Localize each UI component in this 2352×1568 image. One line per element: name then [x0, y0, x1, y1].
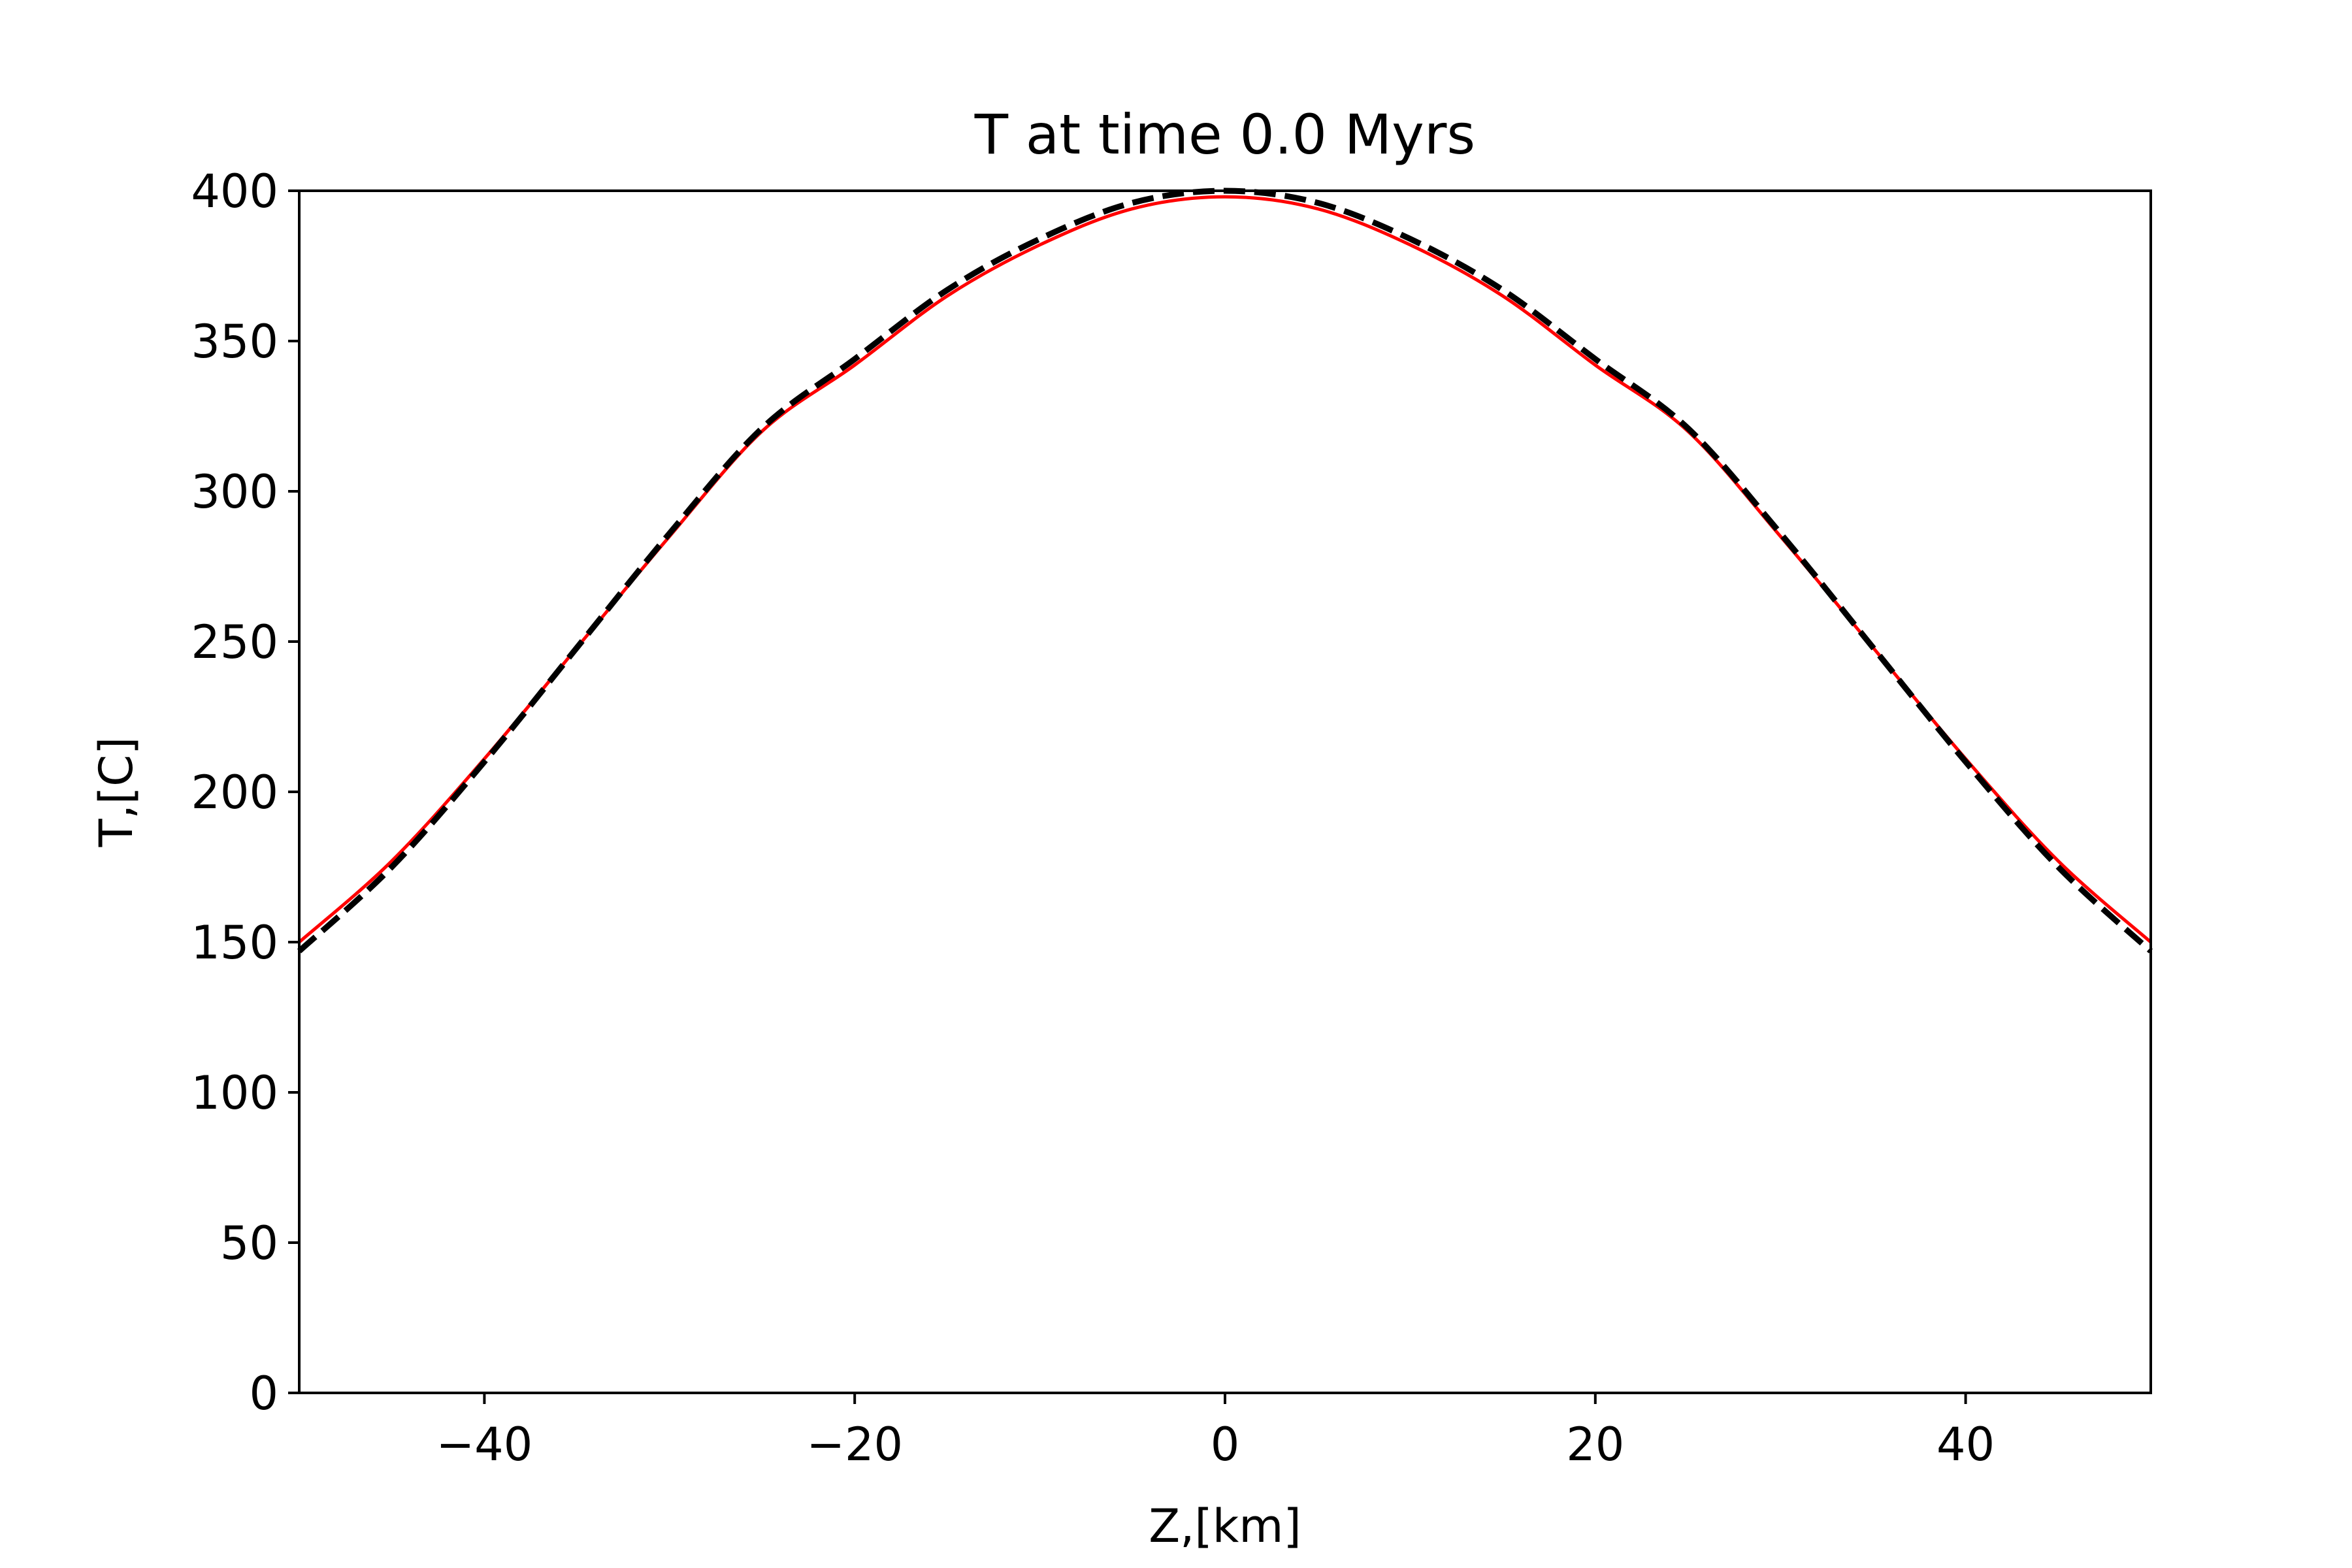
y-tick-label: 100 — [191, 1066, 278, 1120]
x-axis-label: Z,[km] — [1149, 1499, 1301, 1553]
y-tick-label: 400 — [191, 165, 278, 218]
y-tick-label: 250 — [191, 615, 278, 669]
y-tick-label: 350 — [191, 315, 278, 368]
y-tick-label: 50 — [220, 1217, 278, 1270]
y-tick-label: 0 — [249, 1367, 278, 1420]
x-tick-label: 20 — [1566, 1418, 1624, 1471]
x-tick-label: 40 — [1936, 1418, 1995, 1471]
y-tick-label: 300 — [191, 465, 278, 519]
y-tick-label: 200 — [191, 766, 278, 819]
chart-title: T at time 0.0 Myrs — [974, 103, 1475, 167]
x-tick-label: −20 — [806, 1418, 903, 1471]
y-axis-label: T,[C] — [90, 737, 143, 848]
y-axis-ticks: 0 50 100 150 200 250 300 350 400 — [191, 165, 299, 1420]
x-axis-ticks: −40 −20 0 20 40 — [436, 1393, 1995, 1471]
x-tick-label: −40 — [436, 1418, 533, 1471]
x-tick-label: 0 — [1211, 1418, 1240, 1471]
y-tick-label: 150 — [191, 916, 278, 970]
